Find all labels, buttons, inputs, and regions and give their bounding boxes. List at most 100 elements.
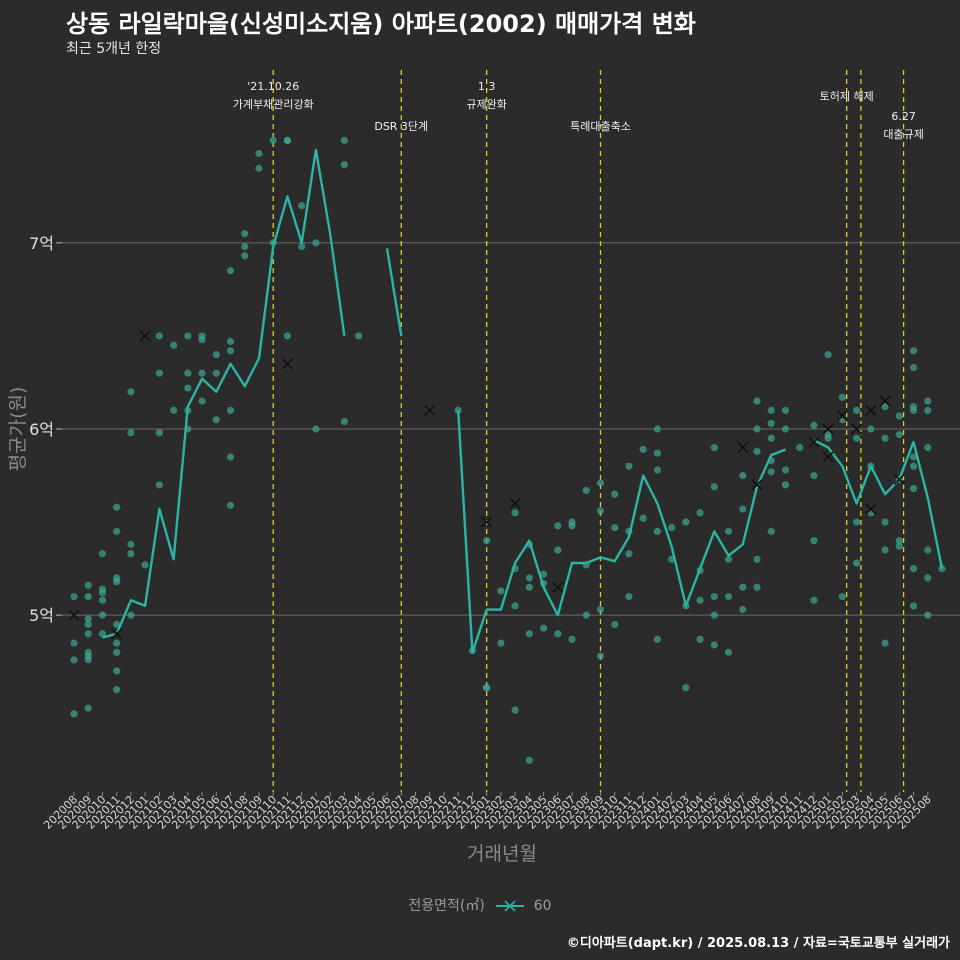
scatter-point bbox=[596, 479, 605, 487]
scatter-point bbox=[454, 406, 462, 414]
scatter-point bbox=[340, 417, 348, 426]
scatter-point bbox=[113, 667, 121, 675]
series-line bbox=[102, 148, 346, 639]
chart-subtitle: 최근 5개년 한정 bbox=[66, 41, 162, 57]
scatter-point bbox=[710, 483, 718, 491]
scatter-point bbox=[895, 537, 903, 545]
x-marker bbox=[822, 451, 834, 463]
x-marker-stroke bbox=[879, 395, 891, 407]
scatter-point bbox=[497, 639, 505, 647]
scatter-point bbox=[98, 596, 107, 604]
scatter-point bbox=[198, 397, 206, 405]
scatter-point bbox=[98, 550, 107, 558]
scatter-point bbox=[568, 518, 576, 526]
scatter-point bbox=[212, 369, 220, 377]
event-label: 1.3 bbox=[478, 80, 496, 93]
x-marker-stroke bbox=[836, 410, 848, 422]
x-marker-stroke bbox=[865, 404, 877, 416]
scatter-point bbox=[710, 611, 718, 619]
scatter-point bbox=[525, 583, 533, 591]
scatter-point bbox=[753, 425, 761, 433]
scatter-point bbox=[753, 555, 761, 563]
scatter-point bbox=[696, 635, 704, 643]
scatter-point bbox=[853, 406, 861, 414]
scatter-point bbox=[198, 336, 206, 344]
scatter-point bbox=[70, 656, 78, 664]
scatter-point bbox=[724, 527, 733, 535]
event-label: 토허제 해제 bbox=[820, 89, 874, 103]
x-marker bbox=[822, 423, 834, 435]
scatter-point bbox=[909, 453, 918, 461]
scatter-point bbox=[639, 445, 647, 454]
scatter-point bbox=[724, 592, 733, 601]
x-marker-stroke bbox=[68, 609, 80, 621]
scatter-point bbox=[226, 406, 235, 414]
x-marker bbox=[836, 410, 848, 422]
scatter-point bbox=[838, 592, 846, 601]
scatter-point bbox=[113, 620, 121, 629]
scatter-point bbox=[298, 242, 306, 251]
scatter-point bbox=[867, 425, 875, 433]
scatter-point bbox=[739, 505, 747, 513]
chart-title: 상동 라일락마을(신성미소지움) 아파트(2002) 매매가격 변화 bbox=[66, 10, 696, 38]
scatter-point bbox=[924, 397, 932, 405]
scatter-point bbox=[909, 462, 918, 470]
scatter-point bbox=[511, 706, 519, 714]
event-label: 특례대출축소 bbox=[570, 120, 631, 133]
scatter-point bbox=[483, 537, 491, 545]
scatter-point bbox=[241, 252, 249, 260]
scatter-point bbox=[283, 136, 292, 145]
x-marker-stroke bbox=[111, 628, 123, 640]
scatter-point bbox=[184, 384, 192, 392]
x-marker-stroke bbox=[808, 436, 820, 448]
scatter-point bbox=[596, 652, 605, 660]
scatter-point bbox=[226, 267, 235, 275]
scatter-point bbox=[170, 406, 178, 414]
scatter-point bbox=[895, 412, 903, 420]
x-marker bbox=[424, 404, 436, 416]
x-marker bbox=[139, 330, 151, 342]
event-label: 규제완화 bbox=[466, 98, 506, 111]
scatter-point bbox=[127, 429, 135, 437]
x-marker-stroke bbox=[737, 442, 749, 454]
scatter-point bbox=[255, 149, 263, 158]
scatter-point bbox=[924, 611, 932, 619]
scatter-point bbox=[867, 509, 875, 517]
scatter-point bbox=[113, 578, 121, 586]
scatter-point bbox=[98, 589, 107, 597]
scatter-point bbox=[84, 592, 92, 601]
scatter-point bbox=[810, 537, 818, 545]
legend-swatch-icon bbox=[496, 900, 525, 912]
scatter-point bbox=[724, 555, 733, 563]
scatter-point bbox=[781, 406, 790, 414]
scatter-point bbox=[525, 756, 533, 764]
x-marker-stroke bbox=[552, 581, 564, 593]
scatter-point bbox=[924, 444, 932, 452]
scatter-point bbox=[226, 337, 235, 346]
scatter-point bbox=[653, 635, 662, 643]
scatter-point bbox=[483, 684, 491, 692]
scatter-point bbox=[781, 481, 790, 489]
scatter-point bbox=[554, 630, 562, 638]
scatter-point bbox=[127, 611, 135, 619]
scatter-point bbox=[767, 406, 775, 414]
scatter-point bbox=[127, 388, 135, 396]
scatter-point bbox=[753, 397, 761, 405]
scatter-point bbox=[881, 403, 889, 411]
series-line bbox=[813, 439, 944, 569]
scatter-point bbox=[739, 605, 747, 614]
scatter-point bbox=[853, 559, 861, 567]
scatter-point bbox=[682, 518, 690, 526]
x-marker-stroke bbox=[509, 497, 521, 510]
scatter-point bbox=[895, 430, 903, 439]
scatter-point bbox=[70, 639, 78, 647]
y-tick-label: 7억 bbox=[29, 234, 54, 253]
scatter-point bbox=[767, 419, 775, 428]
x-marker-stroke bbox=[822, 451, 834, 463]
event-label: 대출규제 bbox=[883, 128, 923, 141]
scatter-point bbox=[824, 434, 832, 442]
scatter-point bbox=[611, 620, 619, 629]
credit-text: ©디아파트(dapt.kr) / 2025.08.13 / 자료=국토교통부 실… bbox=[566, 936, 950, 951]
scatter-point bbox=[84, 630, 92, 638]
